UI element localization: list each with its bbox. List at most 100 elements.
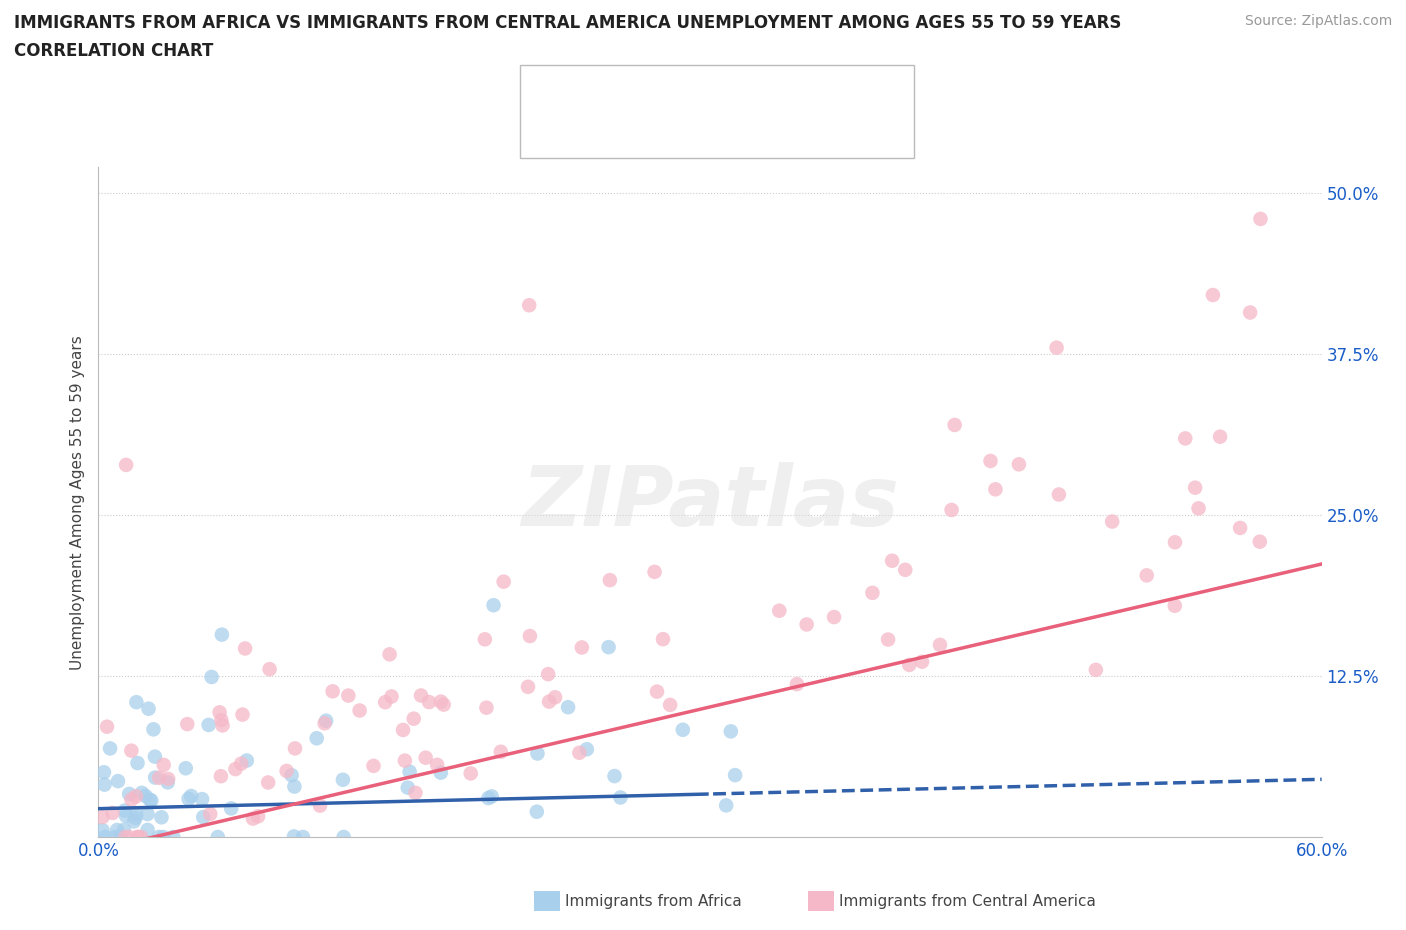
Point [332, 772, 354, 787]
Point [180, 789, 202, 804]
Point [104, 830, 127, 844]
Point [363, 759, 385, 774]
Point [120, 792, 142, 807]
Point [433, 698, 456, 712]
Point [115, 458, 138, 472]
Point [131, 786, 153, 801]
Point [929, 637, 952, 652]
Point [129, 830, 152, 844]
Point [911, 655, 934, 670]
Point [1202, 287, 1225, 302]
Point [796, 617, 818, 631]
Point [125, 695, 148, 710]
Text: Immigrants from Central America: Immigrants from Central America [839, 894, 1097, 909]
Point [207, 830, 229, 844]
Y-axis label: Unemployment Among Ages 55 to 59 years: Unemployment Among Ages 55 to 59 years [69, 335, 84, 670]
Text: Source: ZipAtlas.com: Source: ZipAtlas.com [1244, 14, 1392, 28]
Point [768, 604, 790, 618]
Point [786, 677, 808, 692]
Point [193, 810, 215, 825]
Point [609, 790, 631, 805]
Point [1184, 480, 1206, 495]
Point [380, 689, 402, 704]
Point [460, 766, 482, 781]
Point [138, 701, 160, 716]
Point [374, 695, 396, 710]
Point [231, 707, 253, 722]
Text: CORRELATION CHART: CORRELATION CHART [14, 42, 214, 60]
Point [176, 717, 198, 732]
Point [1164, 535, 1187, 550]
Point [107, 774, 129, 789]
Point [557, 699, 579, 714]
Point [517, 679, 540, 694]
Point [127, 755, 149, 770]
Point [150, 810, 173, 825]
Point [672, 723, 695, 737]
Point [482, 598, 505, 613]
Point [139, 792, 162, 807]
Point [283, 779, 305, 794]
Point [392, 723, 415, 737]
Point [93, 777, 115, 792]
Point [233, 641, 256, 656]
Point [257, 775, 280, 790]
Point [1101, 514, 1123, 529]
Point [309, 798, 332, 813]
Point [599, 573, 621, 588]
Point [224, 762, 246, 777]
Point [1187, 501, 1209, 516]
Point [426, 757, 449, 772]
Point [231, 756, 253, 771]
Point [156, 775, 179, 790]
Point [152, 757, 174, 772]
Point [526, 746, 548, 761]
Point [430, 765, 453, 780]
Point [537, 667, 560, 682]
Point [209, 769, 232, 784]
Point [724, 767, 747, 782]
Point [337, 688, 360, 703]
Point [115, 808, 138, 823]
Point [1136, 568, 1159, 583]
Point [219, 801, 242, 816]
Point [101, 805, 124, 820]
Point [598, 640, 620, 655]
Point [1239, 305, 1261, 320]
Point [259, 662, 281, 677]
Point [720, 724, 742, 738]
Point [538, 694, 561, 709]
Point [402, 711, 425, 726]
Point [418, 695, 440, 710]
Point [108, 830, 131, 844]
Point [1047, 487, 1070, 502]
Point [315, 713, 337, 728]
Point [114, 830, 136, 844]
Point [894, 563, 917, 578]
Point [1174, 431, 1197, 445]
Point [283, 829, 305, 844]
Point [860, 585, 883, 600]
Point [136, 806, 159, 821]
Point [645, 684, 668, 699]
Point [474, 631, 496, 646]
Point [394, 753, 416, 768]
Text: IMMIGRANTS FROM AFRICA VS IMMIGRANTS FROM CENTRAL AMERICA UNEMPLOYMENT AMONG AGE: IMMIGRANTS FROM AFRICA VS IMMIGRANTS FRO… [14, 14, 1122, 32]
Point [332, 830, 354, 844]
Point [209, 712, 232, 727]
Point [575, 742, 598, 757]
Point [124, 810, 146, 825]
Point [877, 632, 900, 647]
Point [148, 770, 170, 785]
Text: ZIPatlas: ZIPatlas [522, 461, 898, 543]
Point [1229, 521, 1251, 536]
Point [143, 750, 166, 764]
Point [114, 804, 136, 818]
Point [979, 454, 1001, 469]
Point [125, 789, 148, 804]
Point [91, 823, 114, 838]
Point [314, 716, 336, 731]
Point [112, 822, 135, 837]
Point [242, 811, 264, 826]
Point [191, 791, 214, 806]
